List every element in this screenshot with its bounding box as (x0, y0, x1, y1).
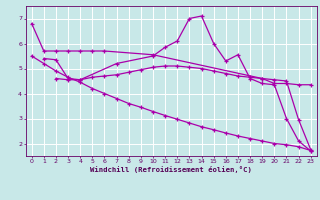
X-axis label: Windchill (Refroidissement éolien,°C): Windchill (Refroidissement éolien,°C) (90, 166, 252, 173)
